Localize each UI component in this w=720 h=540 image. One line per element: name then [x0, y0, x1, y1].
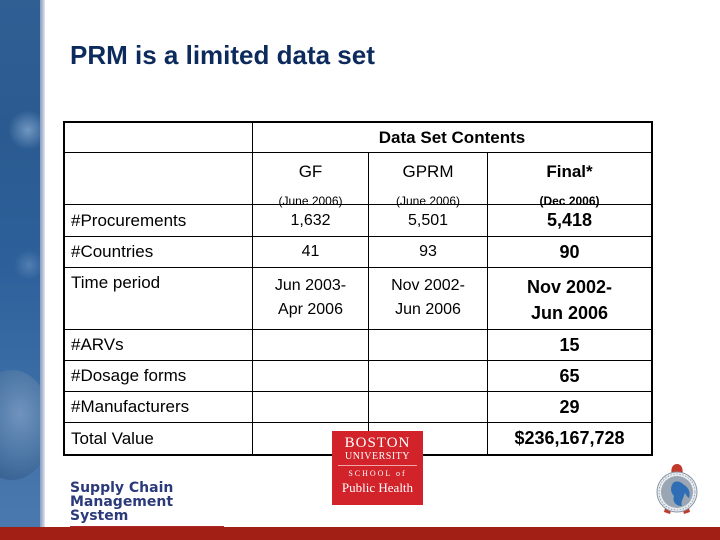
bu-logo-line4: Public Health [341, 480, 414, 495]
row-label: Time period [65, 268, 252, 329]
row-label: #Dosage forms [71, 366, 187, 385]
cell-gprm [369, 392, 487, 422]
bu-logo-line3: SCHOOL of [348, 469, 407, 478]
column-header-name: GF [298, 162, 323, 181]
bottom-bar-decoration [0, 527, 720, 540]
column-divider [368, 152, 369, 454]
bu-logo-line2: UNIVERSITY [345, 451, 410, 462]
row-label: #Procurements [71, 210, 187, 230]
earth-globe-decoration [0, 370, 40, 480]
lens-flare-decoration [8, 110, 40, 150]
cell-line: Jun 2003- [274, 277, 347, 294]
row-label: #Countries [71, 242, 154, 261]
cell-gf: Jun 2003- Apr 2006 [253, 268, 368, 329]
cell-final: $236,167,728 [514, 428, 625, 448]
row-label: #ARVs [71, 335, 124, 354]
row-divider [65, 267, 651, 268]
row-divider [65, 236, 651, 237]
column-divider [487, 152, 488, 454]
column-header-gf: GF (June 2006) [253, 153, 368, 208]
cell-final: 65 [559, 365, 580, 386]
cell-gprm [369, 330, 487, 360]
boston-university-logo: BOSTON UNIVERSITY SCHOOL of Public Healt… [332, 431, 423, 505]
cell-line: Apr 2006 [278, 301, 343, 318]
row-divider [65, 204, 651, 205]
cell-gprm: 5,501 [407, 211, 449, 229]
globe-aids-ribbon-icon [656, 464, 698, 514]
column-header-date: (June 2006) [395, 194, 461, 208]
row-divider [65, 422, 651, 423]
cell-gf [253, 392, 368, 422]
cell-gprm: Nov 2002- Jun 2006 [369, 268, 487, 329]
cell-gf [253, 330, 368, 360]
cell-gf [253, 361, 368, 391]
row-divider [65, 391, 651, 392]
scms-logo-line2: Management System [70, 494, 174, 524]
cell-final: 15 [559, 334, 580, 355]
cell-gprm [369, 361, 487, 391]
cell-line: Jun 2006 [395, 301, 461, 318]
column-header-date: (June 2006) [278, 194, 343, 208]
row-divider [65, 329, 651, 330]
column-header-date: (Dec 2006) [539, 194, 600, 208]
row-label: #Manufacturers [71, 397, 190, 416]
cell-final: 90 [559, 241, 580, 262]
cell-gf: 41 [301, 243, 320, 260]
group-header: Data Set Contents [378, 127, 526, 147]
data-set-table: Data Set Contents GF (June 2006) GPRM (J… [63, 121, 653, 456]
scms-logo-line1: Supply Chain [70, 480, 174, 496]
sidebar-edge [40, 0, 45, 527]
cell-gf: 1,632 [290, 211, 331, 229]
row-label-text: Time period [71, 273, 161, 292]
cell-gprm: 93 [419, 243, 437, 260]
cell-line: Nov 2002- [391, 277, 465, 294]
column-header-name: GPRM [402, 162, 454, 181]
cell-line: Nov 2002- [526, 277, 613, 297]
row-label: Total Value [71, 428, 154, 448]
slide-title: PRM is a limited data set [70, 40, 375, 70]
cell-line: Jun 2006 [530, 303, 609, 323]
row-divider [65, 152, 651, 153]
cell-final: 29 [559, 396, 580, 417]
column-divider [252, 123, 253, 454]
cell-final: 5,418 [546, 210, 593, 230]
row-divider [65, 360, 651, 361]
bu-logo-rule [338, 465, 417, 466]
column-header-final: Final* (Dec 2006) [488, 153, 651, 208]
sidebar-decoration [0, 0, 40, 527]
cell-final: Nov 2002- Jun 2006 [488, 268, 651, 329]
column-header-name: Final* [546, 162, 593, 181]
column-header-gprm: GPRM (June 2006) [369, 153, 487, 208]
bu-logo-line1: BOSTON [344, 435, 411, 451]
lens-flare-decoration [14, 250, 40, 280]
